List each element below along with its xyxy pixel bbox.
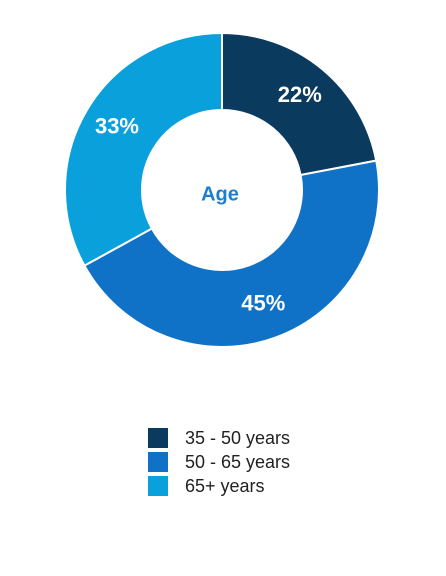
- center-label: Age: [201, 183, 239, 205]
- legend-swatch: [148, 476, 168, 496]
- donut-slice: [221, 31, 378, 177]
- legend-label: 65+ years: [185, 476, 265, 496]
- legend-swatch: [148, 428, 168, 448]
- donut-slice: [83, 159, 380, 348]
- legend-label: 50 - 65 years: [185, 452, 290, 472]
- legend-swatch: [148, 452, 168, 472]
- value-label: 33%: [95, 114, 139, 139]
- value-label: 22%: [278, 82, 322, 107]
- legend-label: 35 - 50 years: [185, 428, 290, 448]
- donut-slice: [64, 31, 223, 267]
- value-label: 45%: [241, 291, 285, 316]
